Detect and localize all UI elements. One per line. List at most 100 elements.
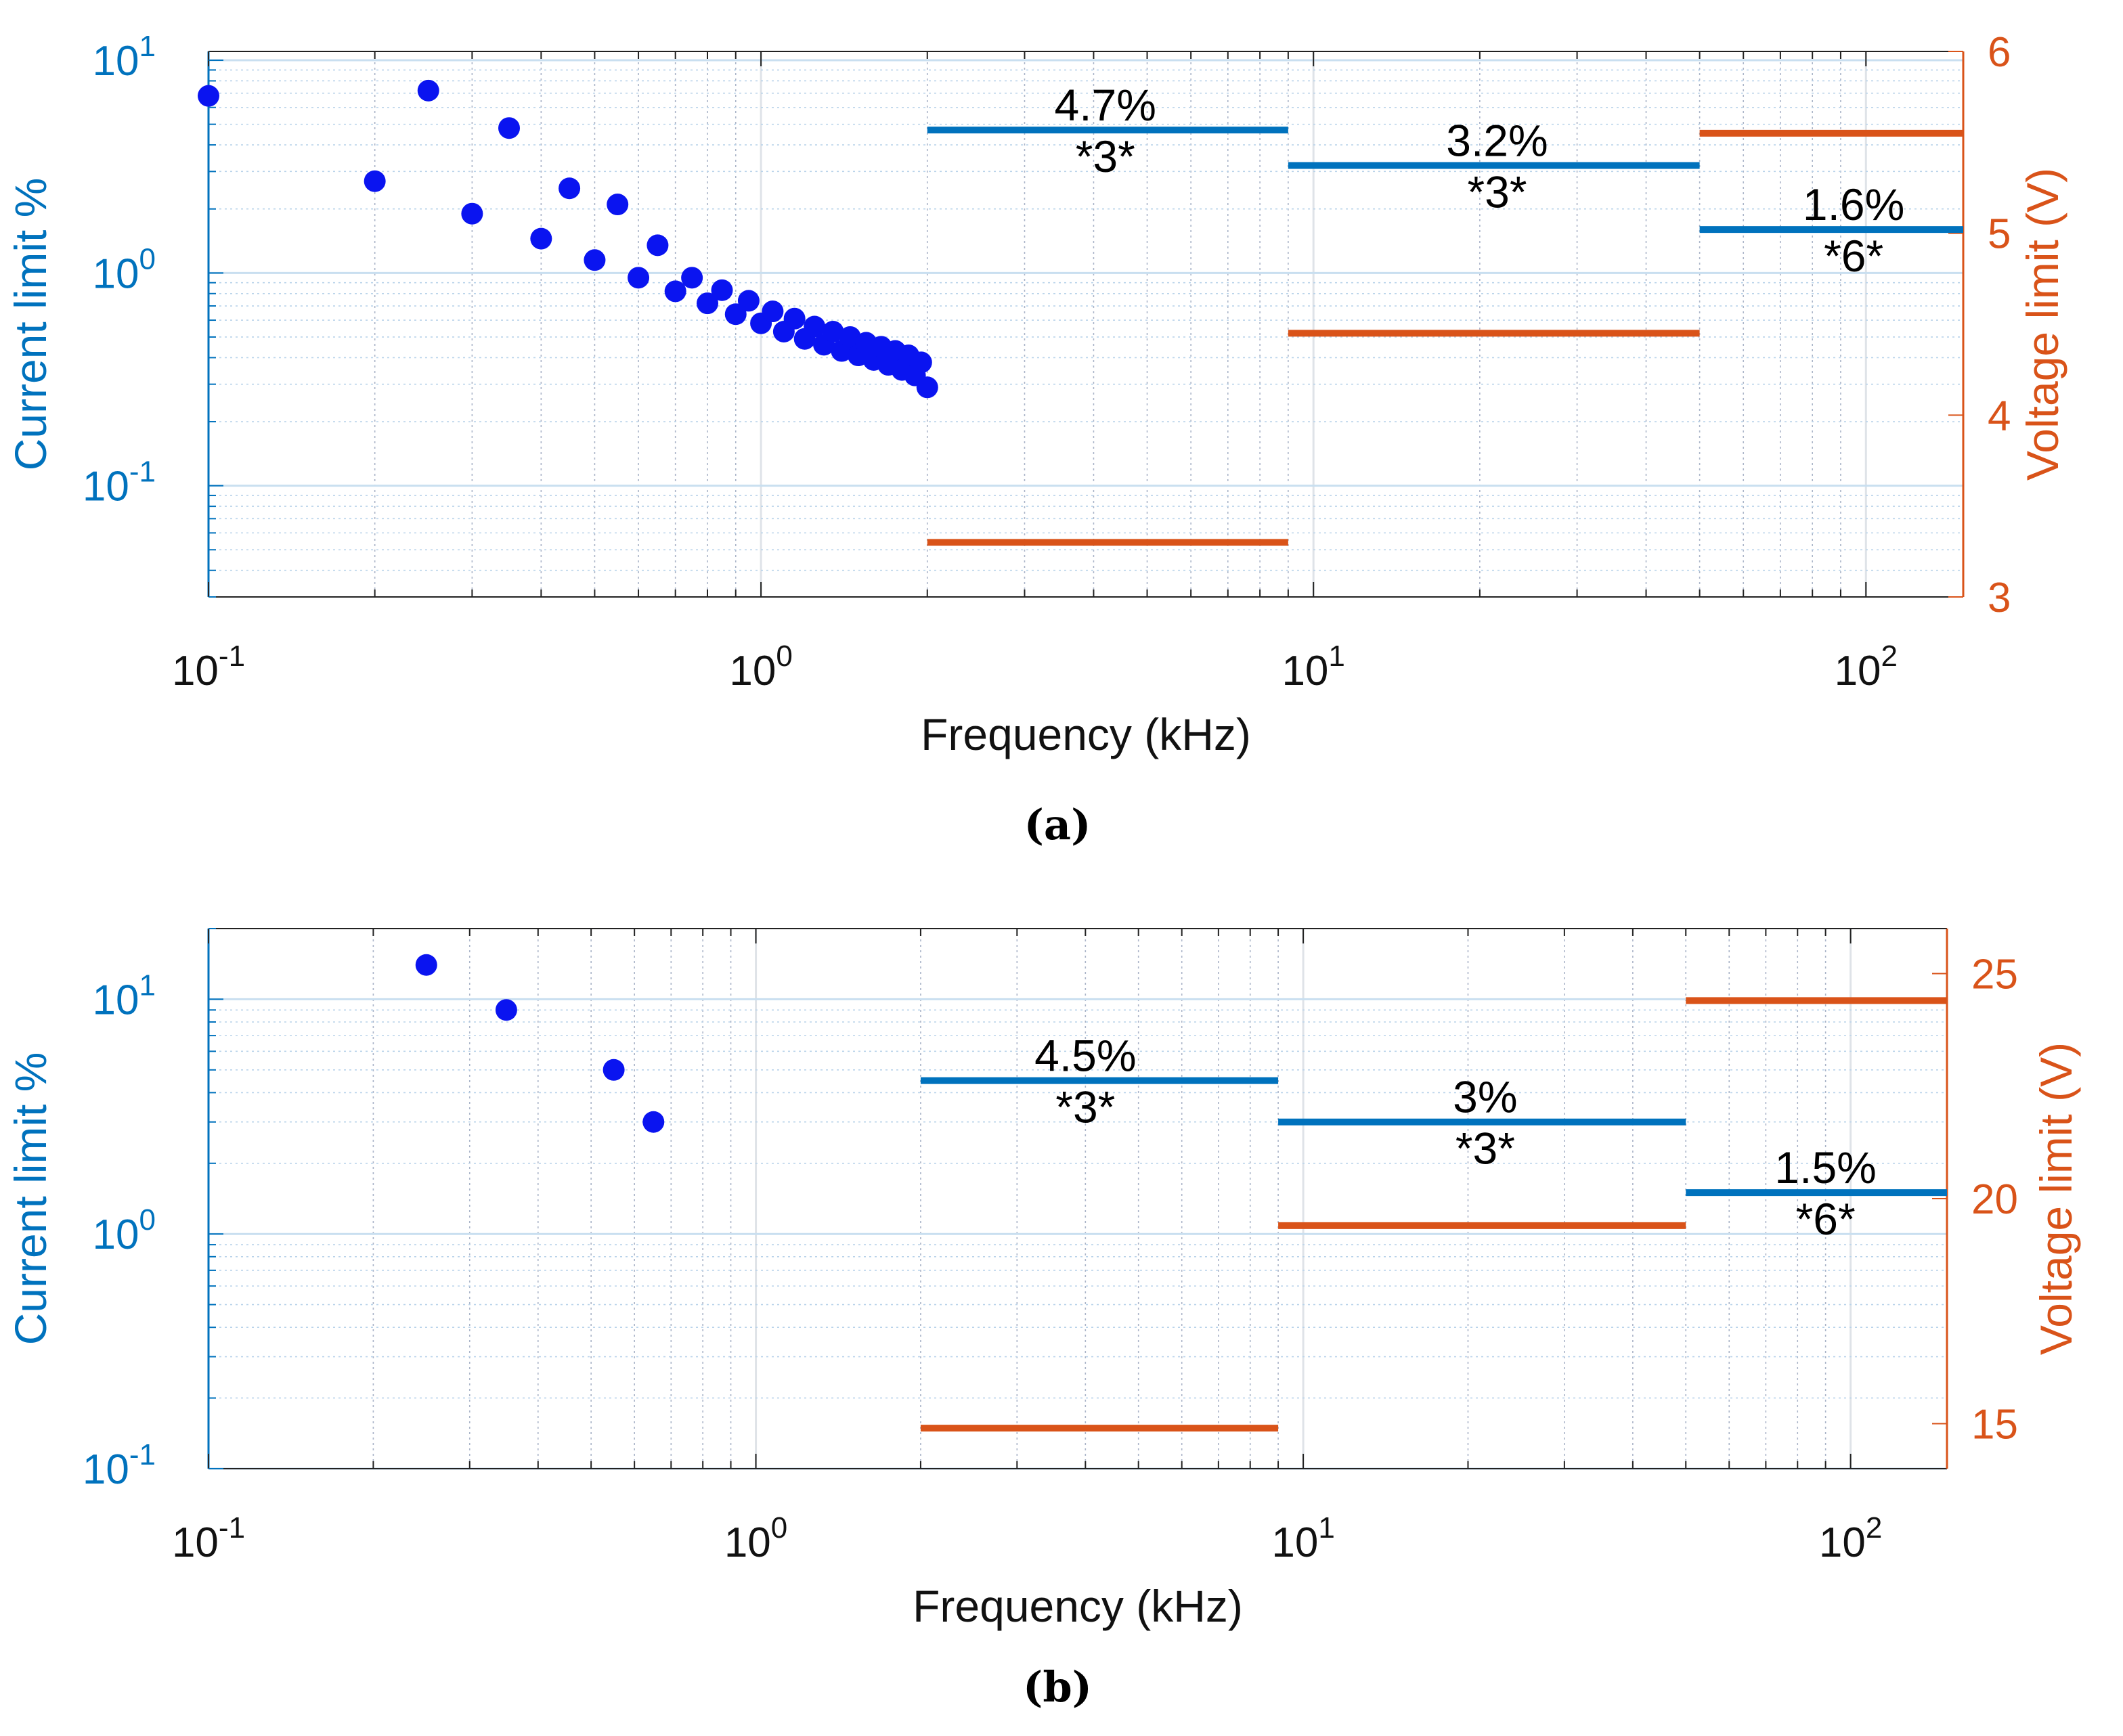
figure-caption: (b) (1023, 1662, 1092, 1712)
tick-exponent: 2 (1881, 640, 1898, 673)
tick-base: 10 (83, 464, 129, 510)
tick-exponent: 1 (1318, 1511, 1334, 1544)
x-tick-label: 101 (1282, 640, 1344, 694)
y-right-axis-label: Voltage limit (V) (2017, 168, 2067, 481)
figure-caption: (a) (1024, 800, 1091, 849)
segment-multiplier-label: *6* (1796, 1194, 1856, 1244)
segment-percent-label: 4.7% (1055, 80, 1156, 130)
y-right-tick-label: 20 (1971, 1176, 2018, 1223)
tick-base: 10 (93, 250, 139, 297)
current-limit-point (910, 351, 932, 374)
current-limit-point (711, 279, 733, 301)
tick-exponent: 2 (1866, 1511, 1882, 1544)
tick-exponent: -1 (219, 640, 245, 673)
tick-exponent: 1 (139, 30, 156, 63)
segment-multiplier-label: *3* (1456, 1123, 1515, 1174)
segment-percent-label: 3% (1453, 1072, 1517, 1122)
current-limit-point (647, 234, 669, 257)
current-limit-point (783, 307, 806, 330)
tick-base: 10 (93, 1211, 139, 1258)
x-tick-label: 102 (1835, 640, 1898, 694)
segment-percent-label: 1.6% (1803, 179, 1904, 229)
current-limit-point (607, 194, 629, 216)
current-limit-point (603, 1059, 625, 1081)
tick-base: 10 (172, 648, 219, 694)
tick-base: 10 (1835, 648, 1881, 694)
grid (207, 928, 1947, 1470)
current-limit-point (530, 227, 552, 250)
current-limit-point (822, 320, 844, 342)
y-right-tick-label: 15 (1971, 1402, 2018, 1448)
x-axis-label: Frequency (kHz) (913, 1581, 1243, 1631)
x-tick-label: 100 (729, 640, 792, 694)
y-right-tick-label: 5 (1988, 211, 2011, 258)
y-left-tick-label: 10-1 (83, 455, 156, 510)
segment-multiplier-label: *3* (1055, 1082, 1115, 1132)
tick-exponent: 0 (139, 1203, 156, 1237)
current-limit-point (762, 301, 784, 323)
current-limit-point (417, 79, 439, 102)
y-left-axis-label: Current limit % (5, 1052, 56, 1345)
tick-base: 10 (93, 977, 139, 1023)
tick-exponent: 0 (771, 1511, 787, 1544)
tick-exponent: 0 (139, 242, 156, 275)
tick-base: 10 (83, 1446, 129, 1493)
segment-multiplier-label: *3* (1467, 167, 1527, 217)
y-right-tick-label: 4 (1988, 393, 2011, 439)
tick-base: 10 (724, 1519, 771, 1566)
current-limit-point (664, 280, 686, 303)
current-limit-point (642, 1111, 665, 1133)
current-limit-point (198, 85, 219, 107)
y-right-tick-label: 25 (1971, 952, 2018, 998)
y-right-axis-label: Voltage limit (V) (2031, 1042, 2081, 1355)
tick-exponent: -1 (129, 1438, 156, 1471)
tick-exponent: 1 (139, 969, 156, 1002)
segment-percent-label: 3.2% (1446, 116, 1548, 166)
tick-base: 10 (1819, 1519, 1866, 1566)
tick-base: 10 (1271, 1519, 1318, 1566)
x-tick-label: 100 (724, 1511, 787, 1566)
current-limit-point (737, 290, 760, 312)
current-limit-point (498, 117, 521, 139)
current-limit-point (495, 999, 517, 1021)
tick-exponent: 0 (776, 640, 792, 673)
y-left-tick-label: 101 (93, 969, 156, 1023)
tick-exponent: -1 (219, 1511, 245, 1544)
tick-base: 10 (1282, 648, 1328, 694)
current-limit-point (559, 177, 581, 200)
segment-multiplier-label: *3* (1076, 131, 1135, 181)
current-limit-point (584, 249, 606, 271)
tick-base: 10 (172, 1519, 219, 1566)
current-limit-point (628, 267, 650, 289)
y-left-tick-label: 100 (93, 1203, 156, 1258)
current-limit-point (916, 376, 938, 399)
tick-exponent: 1 (1328, 640, 1344, 673)
tick-base: 10 (729, 648, 776, 694)
x-tick-label: 10-1 (172, 1511, 245, 1566)
x-tick-label: 10-1 (172, 640, 245, 694)
x-tick-label: 101 (1271, 1511, 1334, 1566)
y-left-tick-label: 100 (93, 242, 156, 297)
current-limit-point (364, 170, 386, 192)
y-left-tick-label: 10-1 (83, 1438, 156, 1493)
y-right-tick-label: 6 (1988, 29, 2011, 76)
tick-exponent: -1 (129, 455, 156, 489)
x-tick-label: 102 (1819, 1511, 1882, 1566)
y-right-tick-label: 3 (1988, 575, 2011, 621)
segment-multiplier-label: *6* (1824, 231, 1883, 281)
tick-base: 10 (93, 38, 139, 85)
current-limit-point (681, 267, 703, 289)
segment-percent-label: 4.5% (1034, 1031, 1136, 1081)
current-limit-point (724, 303, 747, 326)
y-left-axis-label: Current limit % (5, 178, 56, 471)
current-limit-point (697, 292, 719, 315)
current-limit-point (804, 315, 826, 338)
segment-percent-label: 1.5% (1774, 1142, 1876, 1193)
x-axis-label: Frequency (kHz) (921, 709, 1251, 759)
y-left-tick-label: 101 (93, 30, 156, 85)
current-limit-point (415, 954, 437, 976)
current-limit-point (461, 202, 483, 225)
